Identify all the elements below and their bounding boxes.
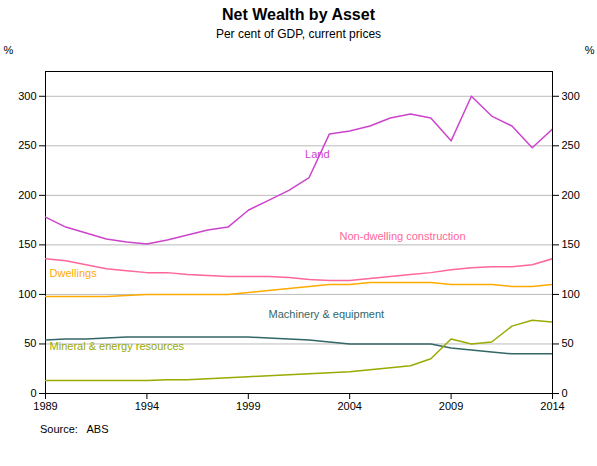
svg-text:Mineral & energy resources: Mineral & energy resources — [50, 340, 185, 352]
svg-text:0: 0 — [30, 387, 36, 399]
svg-text:Land: Land — [305, 148, 329, 160]
svg-text:1989: 1989 — [33, 400, 57, 412]
svg-text:150: 150 — [562, 238, 580, 250]
svg-text:Non-dwelling construction: Non-dwelling construction — [340, 230, 466, 242]
svg-text:1999: 1999 — [236, 400, 260, 412]
svg-text:2014: 2014 — [540, 400, 564, 412]
html-text:Net Wealth by Asset: Net Wealth by Asset — [222, 6, 375, 23]
svg-text:200: 200 — [562, 189, 580, 201]
svg-text:0: 0 — [562, 387, 568, 399]
svg-text:2004: 2004 — [337, 400, 361, 412]
svg-text:150: 150 — [18, 238, 36, 250]
svg-text:%: % — [4, 44, 14, 56]
svg-text:100: 100 — [562, 288, 580, 300]
svg-text:Machinery & equipment: Machinery & equipment — [269, 308, 385, 320]
html-text:Source: ABS: Source: ABS — [40, 423, 109, 435]
svg-text:50: 50 — [562, 337, 574, 349]
svg-text:300: 300 — [18, 90, 36, 102]
svg-text:1994: 1994 — [135, 400, 159, 412]
svg-text:Dwellings: Dwellings — [50, 267, 98, 279]
svg-text:%: % — [585, 44, 595, 56]
html-text:Per cent of GDP, current price: Per cent of GDP, current prices — [215, 27, 382, 41]
svg-text:300: 300 — [562, 90, 580, 102]
svg-text:2009: 2009 — [439, 400, 463, 412]
svg-text:200: 200 — [18, 189, 36, 201]
svg-text:50: 50 — [24, 337, 36, 349]
svg-text:100: 100 — [18, 288, 36, 300]
svg-text:250: 250 — [18, 139, 36, 151]
svg-text:250: 250 — [562, 139, 580, 151]
